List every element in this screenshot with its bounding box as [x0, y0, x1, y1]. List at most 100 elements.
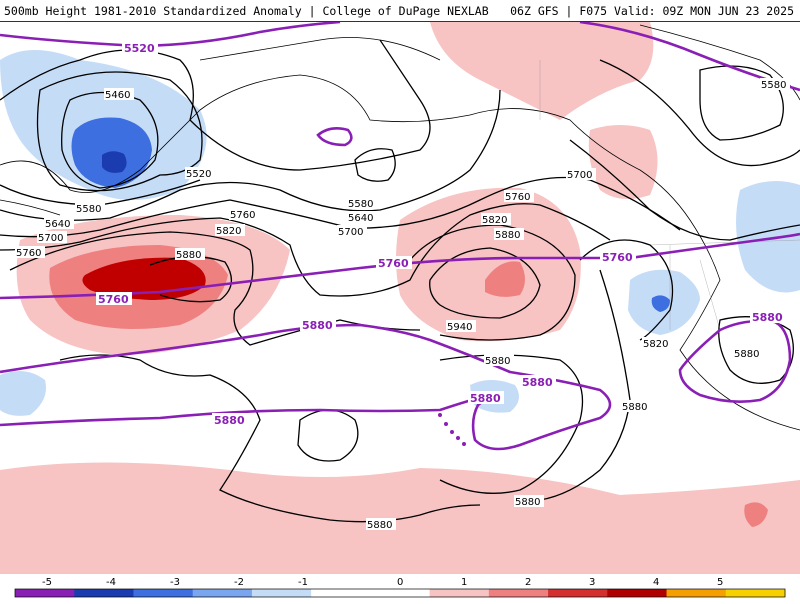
- label-5760-b: 5760: [230, 210, 255, 221]
- legend-swatch: [311, 589, 371, 597]
- label-5760-c: 5760: [505, 192, 530, 203]
- legend-swatch: [607, 589, 668, 597]
- legend-tick-3: 3: [589, 577, 595, 588]
- positive-anomaly-area-central-core: [485, 261, 525, 297]
- legend-swatch: [74, 589, 134, 597]
- contour-5520: [36, 71, 203, 192]
- label-5880-c: 5880: [485, 356, 510, 367]
- legend-tick--1: -1: [298, 577, 308, 588]
- purple-contour-5520: [0, 22, 341, 48]
- coastlines: [0, 24, 800, 431]
- legend-color-bar: [14, 588, 786, 598]
- state-borders: [539, 60, 800, 331]
- contour-5940: [429, 247, 541, 319]
- contour-5700-ne: [599, 59, 800, 167]
- anomaly-map: 5460 5520 5580 5640 5700 5760 5820 5880 …: [0, 22, 800, 574]
- reference-contours: [0, 22, 800, 451]
- legend-swatch: [370, 589, 431, 597]
- contour-5820-east: [579, 239, 674, 341]
- label-5460: 5460: [105, 90, 130, 101]
- purple-label-5880-c: 5880: [470, 392, 501, 405]
- purple-label-5760-a: 5760: [378, 257, 409, 270]
- negative-anomaly-area-west-center: [102, 151, 127, 173]
- purple-contour-labels: 5520 5760 5760 5760 5880 5880 5880 5880 …: [96, 41, 786, 427]
- contour-5760-ne: [569, 139, 800, 241]
- purple-contour-5880-south: [0, 393, 491, 427]
- positive-anomaly-area-canada: [588, 125, 658, 199]
- black-contour-labels: 5460 5520 5580 5640 5700 5760 5820 5880 …: [15, 78, 790, 531]
- color-legend: -5 -4 -3 -2 -1 0 1 2 3 4 5: [0, 574, 800, 600]
- purple-contour-5760: [0, 232, 800, 300]
- label-5880-fe: 5880: [734, 349, 759, 360]
- label-5700-b: 5700: [338, 227, 363, 238]
- label-5640-b: 5640: [348, 213, 373, 224]
- contour-5580-ne: [699, 65, 784, 141]
- contour-south-coast: [59, 354, 481, 523]
- legend-tick-0: 0: [397, 577, 403, 588]
- map-title: 500mb Height 1981-2010 Standardized Anom…: [4, 4, 489, 18]
- map-canvas: 5460 5520 5580 5640 5700 5760 5820 5880 …: [0, 22, 800, 574]
- contour-5880-east: [539, 269, 631, 501]
- label-5880-sw: 5880: [367, 520, 392, 531]
- purple-contour-5520-loop: [316, 127, 353, 147]
- label-5760: 5760: [16, 248, 41, 259]
- legend-swatch: [429, 589, 490, 597]
- label-5640: 5640: [45, 219, 70, 230]
- contour-5820: [9, 231, 421, 346]
- contour-5760: [0, 203, 611, 297]
- legend-swatch: [192, 589, 253, 597]
- purple-label-5880-b: 5880: [522, 376, 553, 389]
- legend-svg: -5 -4 -3 -2 -1 0 1 2 3 4 5: [14, 577, 786, 598]
- contour-5880-central: [409, 224, 576, 341]
- legend-swatch: [725, 589, 786, 597]
- positive-anomaly-area-south-core: [744, 502, 768, 527]
- label-5880-e: 5880: [622, 402, 647, 413]
- label-5880-b: 5880: [495, 230, 520, 241]
- purple-label-5520: 5520: [124, 42, 155, 55]
- purple-label-5880-a: 5880: [302, 319, 333, 332]
- negative-anomaly-area-left: [0, 371, 46, 416]
- label-5820-b: 5820: [482, 215, 507, 226]
- contour-small-loop-north: [354, 148, 396, 182]
- label-5580-b: 5580: [348, 199, 373, 210]
- legend-tick--2: -2: [234, 577, 244, 588]
- label-5880-s: 5880: [515, 497, 540, 508]
- legend-tick--5: -5: [42, 577, 52, 588]
- label-5940: 5940: [447, 322, 472, 333]
- legend-tick--4: -4: [106, 577, 116, 588]
- purple-label-5880-e: 5880: [752, 311, 783, 324]
- legend-tick-5: 5: [717, 577, 723, 588]
- contour-5580-west: [0, 39, 431, 171]
- legend-tick-2: 2: [525, 577, 531, 588]
- legend-swatch: [548, 589, 608, 597]
- label-5820-e: 5820: [643, 339, 668, 350]
- positive-anomaly-area-north: [430, 22, 654, 120]
- label-5880: 5880: [176, 250, 201, 261]
- purple-label-5760-c: 5760: [98, 293, 129, 306]
- purple-dots: [438, 413, 466, 446]
- model-valid-time: 06Z GFS | F075 Valid: 09Z MON JUN 23 202…: [510, 4, 794, 18]
- legend-tick--3: -3: [170, 577, 180, 588]
- label-5820: 5820: [216, 226, 241, 237]
- legend-swatch: [488, 589, 549, 597]
- legend-border: [14, 588, 786, 598]
- legend-swatch: [133, 589, 194, 597]
- legend-swatch: [666, 589, 727, 597]
- label-5580: 5580: [76, 204, 101, 215]
- label-5700-ne: 5700: [567, 170, 592, 181]
- legend-swatch: [15, 589, 75, 597]
- label-5580-ne: 5580: [761, 80, 786, 91]
- legend-tick-4: 4: [653, 577, 659, 588]
- positive-anomaly-area-south: [0, 462, 800, 574]
- label-5700: 5700: [38, 233, 63, 244]
- contour-5640: [0, 89, 501, 221]
- label-5520: 5520: [186, 169, 211, 180]
- negative-anomaly-area-east-core: [651, 295, 670, 312]
- legend-tick-labels: -5 -4 -3 -2 -1 0 1 2 3 4 5: [42, 577, 723, 588]
- purple-label-5880-d: 5880: [214, 414, 245, 427]
- positive-anomaly-area-central-pacific: [396, 187, 581, 342]
- map-header: 500mb Height 1981-2010 Standardized Anom…: [0, 0, 800, 22]
- legend-tick-1: 1: [461, 577, 467, 588]
- purple-contour-5880-main: [0, 323, 612, 451]
- purple-label-5760-b: 5760: [602, 251, 633, 264]
